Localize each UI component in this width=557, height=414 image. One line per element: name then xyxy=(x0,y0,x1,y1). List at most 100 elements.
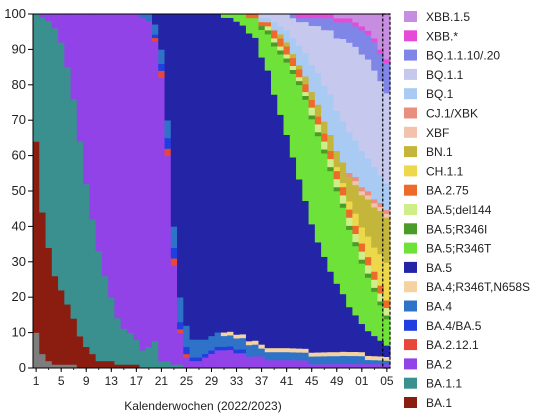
area-segment xyxy=(327,150,335,160)
area-segment xyxy=(352,176,360,182)
area-segment xyxy=(321,85,328,122)
area-segment xyxy=(158,360,166,369)
legend-swatch xyxy=(404,319,417,331)
area-segment xyxy=(271,351,278,361)
area-segment xyxy=(314,116,322,125)
area-segment xyxy=(264,70,272,349)
area-segment xyxy=(339,195,347,204)
area-segment xyxy=(358,363,366,369)
area-segment xyxy=(177,332,184,365)
legend-label: BA.4 xyxy=(426,300,452,314)
legend-swatch xyxy=(404,30,417,42)
area-segment xyxy=(233,349,241,354)
area-segment xyxy=(296,360,303,369)
area-segment xyxy=(264,30,272,35)
area-segment xyxy=(70,318,78,365)
area-segment xyxy=(383,14,391,60)
area-segment xyxy=(164,360,172,369)
area-segment xyxy=(220,17,228,333)
area-segment xyxy=(352,225,360,235)
legend-label: BA.2.12.1 xyxy=(426,338,479,352)
area-segment xyxy=(277,114,285,349)
area-segment xyxy=(258,29,266,58)
area-segment xyxy=(214,346,222,351)
area-segment xyxy=(302,21,310,54)
area-segment xyxy=(333,14,341,19)
area-segment xyxy=(371,207,378,248)
area-segment xyxy=(314,356,322,365)
area-segment xyxy=(371,166,378,200)
x-tick-label: 41 xyxy=(280,374,294,388)
y-tick-label: 30 xyxy=(12,254,26,269)
area-segment xyxy=(383,217,391,263)
legend-swatch xyxy=(404,184,417,196)
legend-swatch xyxy=(404,204,417,215)
area-segment xyxy=(245,341,253,346)
area-segment xyxy=(296,84,303,180)
area-segment xyxy=(70,14,78,100)
area-segment xyxy=(89,219,97,355)
area-segment xyxy=(308,119,316,225)
area-segment xyxy=(364,355,372,361)
area-segment xyxy=(227,14,234,18)
area-segment xyxy=(377,14,385,50)
area-segment xyxy=(321,153,328,257)
area-segment xyxy=(308,14,316,19)
y-tick-label: 40 xyxy=(12,218,26,233)
area-segment xyxy=(308,25,316,65)
legend-label: BA.1.1 xyxy=(426,377,462,391)
area-segment xyxy=(152,41,159,342)
area-segment xyxy=(321,364,328,369)
x-tick-label: 5 xyxy=(58,374,65,388)
area-segment xyxy=(271,347,278,353)
area-segment xyxy=(289,69,297,74)
area-segment xyxy=(51,275,59,365)
area-segment xyxy=(352,140,360,178)
area-segment xyxy=(346,172,353,178)
area-segment xyxy=(302,84,310,93)
area-segment xyxy=(58,42,65,291)
area-segment xyxy=(364,330,372,356)
area-segment xyxy=(252,14,259,19)
area-segment xyxy=(346,363,353,369)
area-segment xyxy=(308,224,316,353)
area-segment xyxy=(364,359,372,365)
area-segment xyxy=(327,158,335,168)
area-segment xyxy=(339,182,347,188)
area-segment xyxy=(152,34,159,39)
area-segment xyxy=(283,58,291,63)
area-segment xyxy=(383,209,391,214)
area-segment xyxy=(346,306,353,353)
area-segment xyxy=(371,70,378,168)
area-segment xyxy=(139,350,147,369)
area-segment xyxy=(314,352,322,357)
area-segment xyxy=(208,353,216,369)
area-segment xyxy=(277,14,285,27)
x-tick-label: 05 xyxy=(380,374,394,388)
legend-swatch xyxy=(404,49,417,61)
area-segment xyxy=(339,162,347,184)
area-segment xyxy=(364,30,372,35)
x-tick-label: 33 xyxy=(230,374,244,388)
x-tick-label: 01 xyxy=(355,374,369,388)
area-segment xyxy=(364,59,372,159)
legend-swatch xyxy=(404,377,417,389)
legend-label: CJ.1/XBK xyxy=(426,107,478,121)
area-segment xyxy=(101,360,109,369)
area-segment xyxy=(371,42,378,71)
area-segment xyxy=(358,243,366,252)
area-segment xyxy=(383,62,391,94)
area-segment xyxy=(383,319,391,346)
area-segment xyxy=(296,76,303,82)
area-segment xyxy=(289,360,297,369)
legend-label: BA.2 xyxy=(426,357,452,371)
area-segment xyxy=(302,352,310,361)
area-segment xyxy=(352,233,360,243)
area-segment xyxy=(189,339,197,358)
x-tick-label: 17 xyxy=(130,374,144,388)
area-segment xyxy=(352,351,360,357)
area-segment xyxy=(39,17,47,213)
area-segment xyxy=(352,22,360,27)
area-segment xyxy=(233,334,241,339)
area-segment xyxy=(358,323,366,353)
